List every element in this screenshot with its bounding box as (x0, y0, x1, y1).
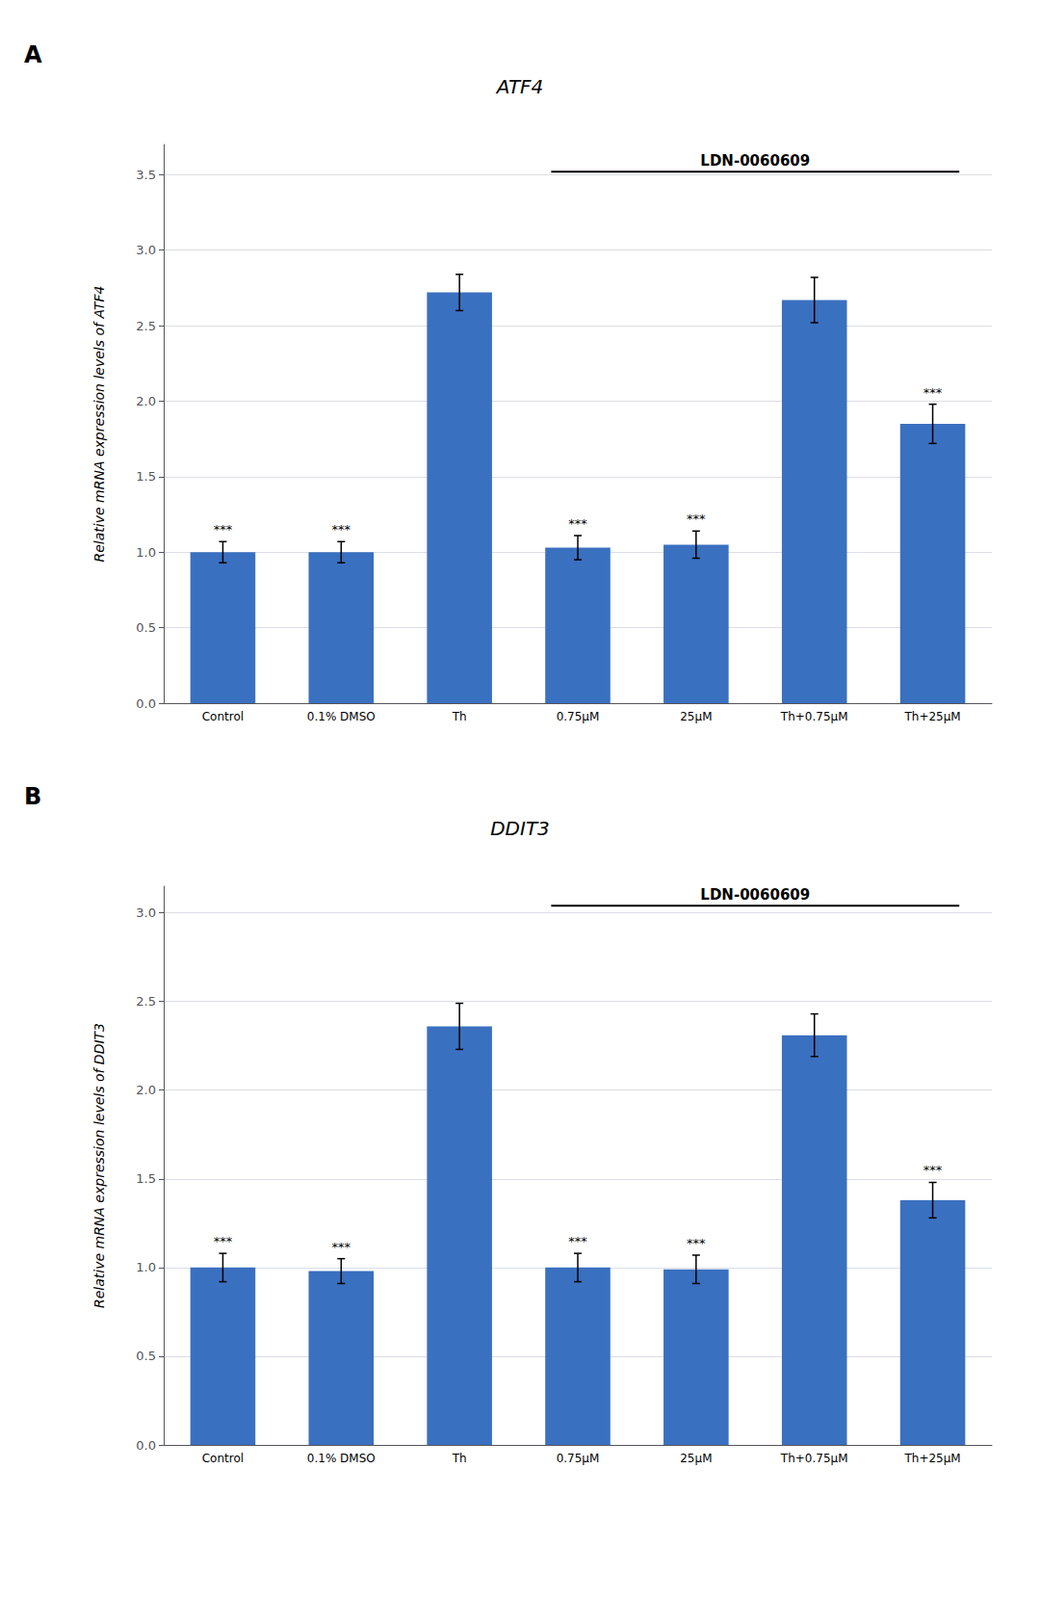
svg-text:0.5: 0.5 (135, 1348, 156, 1363)
svg-text:***: *** (213, 1233, 234, 1248)
svg-text:LDN-0060609: LDN-0060609 (700, 885, 810, 904)
svg-text:0.75μM: 0.75μM (556, 1451, 600, 1465)
svg-text:Relative mRNA expression level: Relative mRNA expression levels of DDIT3 (91, 1022, 107, 1308)
svg-text:Th+25μM: Th+25μM (903, 1451, 961, 1465)
svg-text:***: *** (923, 385, 943, 400)
svg-text:***: *** (213, 521, 234, 537)
svg-text:2.0: 2.0 (135, 1082, 156, 1097)
svg-text:***: *** (332, 1239, 352, 1254)
svg-text:Th: Th (451, 709, 468, 724)
svg-text:Relative mRNA expression level: Relative mRNA expression levels of ATF4 (91, 286, 107, 563)
svg-text:25μM: 25μM (679, 1451, 712, 1465)
svg-text:3.0: 3.0 (135, 905, 156, 920)
svg-text:Control: Control (202, 1451, 244, 1465)
svg-text:A: A (24, 41, 43, 69)
svg-text:***: *** (686, 1235, 706, 1250)
svg-text:Th+0.75μM: Th+0.75μM (780, 1451, 849, 1465)
svg-text:***: *** (568, 516, 588, 531)
svg-text:1.5: 1.5 (135, 1170, 156, 1186)
svg-text:2.5: 2.5 (135, 993, 156, 1009)
svg-text:1.5: 1.5 (135, 468, 156, 484)
svg-text:0.5: 0.5 (135, 620, 156, 635)
svg-text:LDN-0060609: LDN-0060609 (700, 152, 810, 170)
svg-text:0.1% DMSO: 0.1% DMSO (307, 1451, 376, 1465)
svg-text:3.0: 3.0 (135, 242, 156, 258)
svg-text:Control: Control (202, 709, 244, 724)
svg-text:0.0: 0.0 (135, 1437, 156, 1453)
svg-text:Th+0.75μM: Th+0.75μM (780, 709, 849, 724)
svg-text:***: *** (568, 1233, 588, 1248)
svg-text:***: *** (332, 521, 352, 537)
svg-text:3.5: 3.5 (135, 167, 156, 182)
svg-text:2.0: 2.0 (135, 393, 156, 409)
svg-text:***: *** (686, 511, 706, 526)
svg-text:Th+25μM: Th+25μM (903, 709, 961, 724)
svg-text:1.0: 1.0 (135, 545, 156, 560)
svg-text:25μM: 25μM (679, 709, 712, 724)
svg-text:0.1% DMSO: 0.1% DMSO (307, 709, 376, 724)
svg-text:DDIT3: DDIT3 (490, 816, 550, 840)
svg-text:ATF4: ATF4 (494, 75, 545, 99)
svg-text:B: B (24, 782, 42, 810)
svg-text:***: *** (923, 1162, 943, 1177)
svg-text:Th: Th (451, 1451, 468, 1465)
svg-text:0.75μM: 0.75μM (556, 709, 600, 724)
svg-text:2.5: 2.5 (135, 318, 156, 334)
svg-text:0.0: 0.0 (135, 696, 156, 711)
svg-text:1.0: 1.0 (135, 1259, 156, 1274)
